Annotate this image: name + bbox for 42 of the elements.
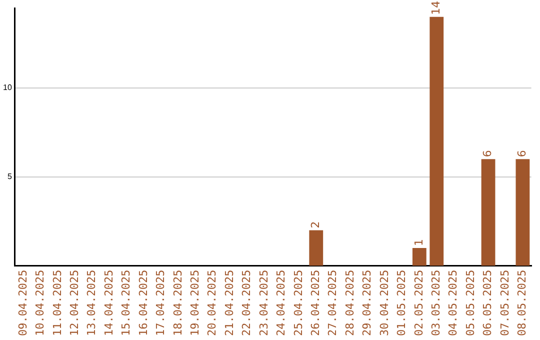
bar bbox=[481, 159, 496, 266]
x-tick-label: 20.04.2025 bbox=[206, 270, 219, 336]
x-tick-label: 21.04.2025 bbox=[222, 270, 236, 336]
x-tick-label: 11.04.2025 bbox=[50, 270, 64, 336]
x-tick-label: 28.04.2025 bbox=[343, 270, 356, 336]
x-tick-label: 25.04.2025 bbox=[292, 270, 305, 336]
x-tick-label: 14.04.2025 bbox=[102, 270, 116, 336]
x-tick-label: 19.04.2025 bbox=[188, 270, 202, 336]
x-tick-label: 12.04.2025 bbox=[68, 270, 82, 336]
x-tick-label: 26.04.2025 bbox=[308, 270, 322, 336]
bar bbox=[516, 159, 530, 266]
x-tick-label: 03.05.2025 bbox=[429, 270, 442, 336]
y-tick-label: 5 bbox=[7, 172, 12, 182]
x-tick-label: 08.05.2025 bbox=[516, 270, 529, 336]
x-tick-label: 23.04.2025 bbox=[257, 270, 270, 336]
x-tick-label: 24.04.2025 bbox=[274, 270, 288, 336]
x-tick-label: 02.05.2025 bbox=[412, 270, 426, 336]
x-tick-label: 10.04.2025 bbox=[34, 270, 47, 336]
x-tick-label: 15.04.2025 bbox=[120, 270, 133, 336]
x-tick-label: 17.04.2025 bbox=[154, 270, 168, 336]
x-tick-label: 05.05.2025 bbox=[464, 270, 477, 336]
x-tick-label: 18.04.2025 bbox=[171, 270, 184, 336]
data-label: 6 bbox=[516, 150, 529, 158]
x-tick-label: 06.05.2025 bbox=[481, 270, 494, 336]
data-label: 2 bbox=[308, 221, 322, 228]
data-label: 14 bbox=[429, 0, 442, 15]
x-tick-label: 04.05.2025 bbox=[446, 270, 460, 336]
y-tick-label: 10 bbox=[2, 83, 12, 92]
bar bbox=[309, 230, 324, 266]
x-tick-label: 30.04.2025 bbox=[378, 270, 391, 336]
x-tick-label: 22.04.2025 bbox=[240, 270, 254, 336]
data-label: 1 bbox=[412, 238, 426, 246]
bar bbox=[412, 248, 426, 266]
data-label: 6 bbox=[481, 150, 494, 158]
x-tick-label: 29.04.2025 bbox=[360, 270, 374, 336]
x-tick-label: 01.05.2025 bbox=[395, 270, 408, 336]
bar bbox=[430, 16, 444, 266]
x-tick-label: 07.05.2025 bbox=[498, 270, 512, 336]
x-tick-label: 09.04.2025 bbox=[16, 270, 30, 336]
x-tick-label: 13.04.2025 bbox=[85, 270, 98, 336]
x-tick-label: 16.04.2025 bbox=[136, 270, 150, 336]
x-tick-label: 27.04.2025 bbox=[326, 270, 340, 336]
